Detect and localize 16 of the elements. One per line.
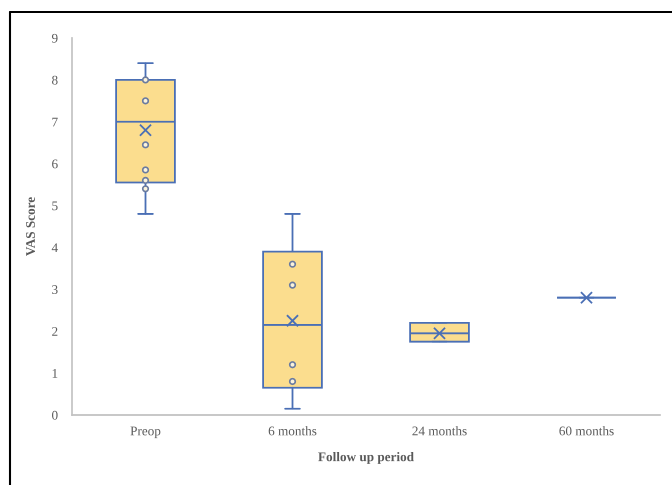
x-tick-label: 6 months: [268, 426, 316, 436]
y-tick-label: 9: [52, 34, 58, 43]
y-tick-label: 6: [52, 160, 58, 168]
y-tick-label: 3: [52, 285, 58, 294]
y-tick-label: 7: [52, 118, 58, 126]
y-tick-label: 4: [52, 243, 58, 252]
y-tick-label: 0: [52, 410, 58, 420]
y-axis-title: VAS Score: [26, 197, 36, 256]
y-tick-label: 1: [52, 368, 58, 378]
y-tick-label: 8: [52, 76, 58, 85]
x-tick-label: Preop: [130, 426, 160, 438]
x-axis-title: Follow up period: [318, 452, 414, 464]
x-tick-label: 60 months: [559, 426, 614, 436]
y-tick-label: 2: [52, 327, 58, 336]
y-tick-label: 5: [52, 201, 58, 210]
x-tick-label: 24 months: [412, 426, 467, 436]
